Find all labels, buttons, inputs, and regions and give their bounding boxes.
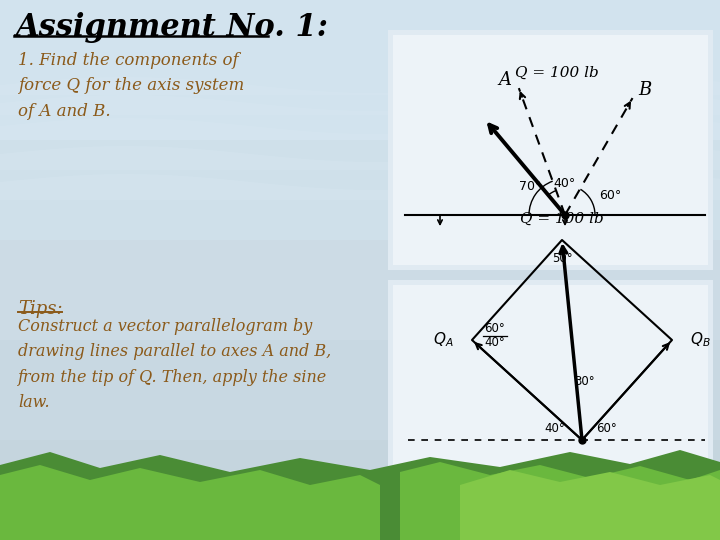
Text: 40°: 40°	[484, 336, 505, 349]
Text: 70°: 70°	[519, 180, 541, 193]
Text: 40°: 40°	[553, 177, 575, 190]
Text: Construct a vector parallelogram by
drawing lines parallel to axes A and B,
from: Construct a vector parallelogram by draw…	[18, 318, 331, 411]
Text: B: B	[638, 81, 651, 99]
Polygon shape	[0, 118, 720, 140]
Polygon shape	[460, 470, 720, 540]
Bar	[0, 440, 720, 540]
Bar	[0, 240, 720, 340]
Text: 1. Find the components of
force Q for the axis system
of A and B.: 1. Find the components of force Q for th…	[18, 52, 244, 120]
Text: $Q_B$: $Q_B$	[690, 330, 711, 349]
Text: Q = 100 lb: Q = 100 lb	[515, 66, 599, 80]
Text: 60°: 60°	[484, 322, 505, 335]
Bar	[0, 340, 720, 440]
Bar	[0, 140, 720, 240]
Text: A: A	[498, 71, 511, 89]
Polygon shape	[0, 465, 380, 540]
Bar	[388, 30, 713, 270]
Bar	[393, 285, 708, 475]
Polygon shape	[0, 174, 720, 200]
Polygon shape	[0, 146, 720, 170]
Text: 60°: 60°	[599, 189, 621, 202]
Text: 50°: 50°	[552, 252, 572, 265]
Text: Assignment No. 1:: Assignment No. 1:	[15, 12, 328, 43]
Text: 40°: 40°	[544, 422, 564, 435]
Text: Tips:: Tips:	[18, 300, 63, 318]
Bar	[0, 0, 720, 140]
Text: 30°: 30°	[574, 375, 595, 388]
Polygon shape	[0, 450, 720, 540]
Text: $Q_A$: $Q_A$	[433, 330, 454, 349]
Polygon shape	[0, 77, 720, 95]
Polygon shape	[0, 95, 720, 115]
Polygon shape	[400, 462, 720, 540]
Text: Q = 100 lb: Q = 100 lb	[520, 212, 604, 226]
Text: 60°: 60°	[596, 422, 617, 435]
Bar	[388, 280, 713, 480]
Bar	[393, 35, 708, 265]
